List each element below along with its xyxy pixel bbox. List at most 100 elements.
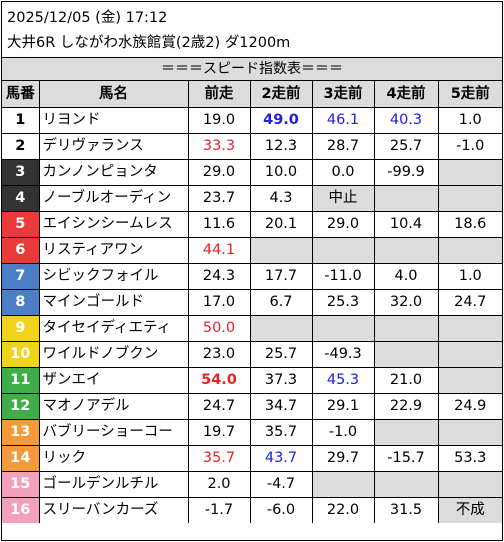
horse-number: 13: [2, 418, 40, 446]
speed-index-cell: 17.0: [187, 288, 251, 316]
table-row: 1 リヨンド 19.0 49.0 46.1 40.3 1.0: [2, 106, 502, 134]
table-row: 8 マインゴールド 17.0 6.7 25.3 32.0 24.7: [2, 288, 502, 316]
speed-index-cell: [437, 236, 502, 264]
speed-index-cell: 11.6: [187, 210, 251, 238]
speed-index-cell: 32.0: [373, 288, 439, 316]
speed-index-cell: 54.0: [187, 366, 251, 394]
speed-index-cell: [373, 418, 439, 446]
race-title: 大井6R しながわ水族館賞(2歳2) ダ1200m: [7, 35, 291, 51]
speed-index-cell: [311, 470, 375, 498]
horse-name: カンノンピョンタ: [38, 158, 189, 186]
speed-index-cell: 44.1: [187, 236, 251, 264]
horse-number: 9: [2, 314, 40, 342]
race-datetime: 2025/12/05 (金) 17:12: [7, 10, 168, 26]
speed-index-cell: [249, 236, 313, 264]
speed-index-cell: 19.7: [187, 418, 251, 446]
speed-index-cell: 6.7: [249, 288, 313, 316]
speed-index-cell: 50.0: [187, 314, 251, 342]
horse-number: 8: [2, 288, 40, 316]
table-row: 6 リスティアワン 44.1: [2, 236, 502, 264]
column-header-3-races-ago: 3走前: [311, 81, 375, 108]
horse-number: 1: [2, 106, 40, 134]
speed-index-cell: [437, 314, 502, 342]
speed-index-cell: 24.3: [187, 262, 251, 290]
speed-index-cell: 10.0: [249, 158, 313, 186]
horse-number: 12: [2, 392, 40, 420]
speed-index-cell: 49.0: [249, 106, 313, 134]
table-row: 9 タイセイディエティ 50.0: [2, 314, 502, 342]
speed-index-cell: 18.6: [437, 210, 502, 238]
speed-index-cell: 25.3: [311, 288, 375, 316]
speed-index-cell: 43.7: [249, 444, 313, 472]
speed-index-cell: -1.0: [437, 132, 502, 160]
speed-index-cell: [373, 236, 439, 264]
speed-index-cell: 10.4: [373, 210, 439, 238]
speed-index-cell: 1.0: [437, 106, 502, 134]
speed-index-cell: 29.1: [311, 392, 375, 420]
speed-index-cell: 29.0: [311, 210, 375, 238]
column-header-number: 馬番: [2, 81, 40, 108]
table-row: 2 デリヴァランス 33.3 12.3 28.7 25.7 -1.0: [2, 132, 502, 160]
speed-index-cell: 31.5: [373, 496, 439, 523]
horse-name: ノーブルオーディン: [38, 184, 189, 212]
horse-name: バブリーショーコー: [38, 418, 189, 446]
speed-index-cell: 1.0: [437, 262, 502, 290]
speed-index-cell: [437, 418, 502, 446]
speed-index-cell: 12.3: [249, 132, 313, 160]
speed-index-cell: 53.3: [437, 444, 502, 472]
speed-index-cell: -11.0: [311, 262, 375, 290]
speed-index-cell: 不成: [437, 496, 502, 523]
speed-index-cell: [437, 340, 502, 368]
speed-index-cell: 46.1: [311, 106, 375, 134]
speed-index-cell: 37.3: [249, 366, 313, 394]
speed-index-cell: -15.7: [373, 444, 439, 472]
table-row: 3 カンノンピョンタ 29.0 10.0 0.0 -99.9: [2, 158, 502, 186]
speed-index-cell: 24.9: [437, 392, 502, 420]
horse-name: リスティアワン: [38, 236, 189, 264]
table-header-row: 馬番 馬名 前走 2走前 3走前 4走前 5走前: [2, 81, 502, 108]
speed-index-cell: 29.0: [187, 158, 251, 186]
table-row: 12 マオノアデル 24.7 34.7 29.1 22.9 24.9: [2, 392, 502, 420]
horse-number: 6: [2, 236, 40, 264]
speed-index-cell: [373, 470, 439, 498]
speed-index-cell: [437, 158, 502, 186]
column-header-4-races-ago: 4走前: [373, 81, 439, 108]
column-header-last-race: 前走: [187, 81, 251, 108]
table-row: 5 エイシンシームレス 11.6 20.1 29.0 10.4 18.6: [2, 210, 502, 238]
speed-index-cell: 35.7: [249, 418, 313, 446]
speed-index-cell: [373, 314, 439, 342]
speed-index-cell: [249, 314, 313, 342]
horse-name: リック: [38, 444, 189, 472]
speed-index-cell: 24.7: [187, 392, 251, 420]
table-row: 4 ノーブルオーディン 23.7 4.3 中止: [2, 184, 502, 212]
speed-index-cell: 中止: [311, 184, 375, 212]
horse-name: スリーバンカーズ: [38, 496, 189, 523]
speed-index-cell: -99.9: [373, 158, 439, 186]
table-row: 7 シビックフォイル 24.3 17.7 -11.0 4.0 1.0: [2, 262, 502, 290]
speed-index-cell: 24.7: [437, 288, 502, 316]
speed-index-cell: 28.7: [311, 132, 375, 160]
speed-index-cell: 40.3: [373, 106, 439, 134]
speed-index-cell: 20.1: [249, 210, 313, 238]
table-row: 11 ザンエイ 54.0 37.3 45.3 21.0: [2, 366, 502, 394]
horse-name: デリヴァランス: [38, 132, 189, 160]
speed-index-cell: [311, 236, 375, 264]
horse-name: リヨンド: [38, 106, 189, 134]
speed-index-cell: -1.7: [187, 496, 251, 523]
column-header-5-races-ago: 5走前: [437, 81, 502, 108]
horse-number: 14: [2, 444, 40, 472]
speed-index-cell: 22.0: [311, 496, 375, 523]
horse-number: 11: [2, 366, 40, 394]
section-title: ＝＝＝スピード指数表＝＝＝: [2, 57, 502, 81]
horse-number: 4: [2, 184, 40, 212]
table-row: 13 バブリーショーコー 19.7 35.7 -1.0: [2, 418, 502, 446]
table-row: 14 リック 35.7 43.7 29.7 -15.7 53.3: [2, 444, 502, 472]
speed-index-cell: 45.3: [311, 366, 375, 394]
speed-index-cell: [373, 184, 439, 212]
horse-name: シビックフォイル: [38, 262, 189, 290]
speed-index-cell: 17.7: [249, 262, 313, 290]
speed-index-cell: 21.0: [373, 366, 439, 394]
speed-index-cell: 0.0: [311, 158, 375, 186]
speed-index-cell: 2.0: [187, 470, 251, 498]
speed-index-cell: [437, 366, 502, 394]
